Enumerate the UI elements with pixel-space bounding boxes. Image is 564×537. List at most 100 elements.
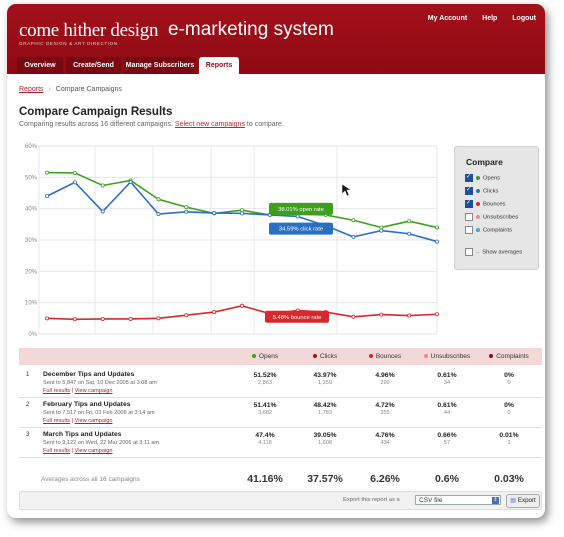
data-point-clicks — [407, 231, 412, 236]
complaints-col-dot-icon — [489, 354, 494, 359]
avg-opens: 41.16% — [247, 473, 283, 485]
compare-bounces[interactable]: Bounces — [465, 199, 506, 209]
y-tick-label: 20% — [25, 269, 38, 275]
table-row: 2 February Tips and Updates Sent to 7,51… — [19, 398, 542, 428]
bounces-count: 355 — [380, 410, 390, 416]
annotation-label: 38.01% open rate — [278, 207, 324, 213]
tab-manage-subscribers[interactable]: Manage Subscribers — [124, 57, 196, 74]
y-tick-label: 10% — [25, 301, 38, 307]
opens-checkbox[interactable] — [465, 173, 473, 182]
col-unsubscribes-label: Unsubscribes — [430, 353, 471, 360]
unsubscribes-col-dot-icon — [423, 354, 428, 359]
annotation-box — [269, 222, 333, 235]
unsubscribes-cell: 0.61% 34 — [417, 372, 477, 386]
brand-logo: come hither design — [19, 20, 159, 41]
data-point-bounces — [434, 312, 439, 317]
unsubscribes-checkbox[interactable] — [465, 213, 473, 221]
show-averages-checkbox[interactable] — [465, 248, 473, 256]
breadcrumb-separator: › — [48, 86, 51, 93]
complaints-pct: 0% — [504, 402, 514, 409]
data-point-bounces — [239, 303, 244, 308]
complaints-dot-icon — [476, 228, 480, 232]
unsubscribes-cell: 0.61% 44 — [417, 402, 477, 416]
clicks-col-dot-icon — [312, 354, 317, 359]
opens-col-dot-icon — [251, 354, 256, 359]
export-button[interactable]: ▤ Export — [506, 494, 540, 508]
campaign-sent-info: Sent to 5,847 on Sat, 10 Dec 2005 at 3:0… — [43, 380, 157, 386]
compare-opens[interactable]: Opens — [465, 173, 500, 183]
data-point-clicks — [351, 234, 356, 239]
data-point-opens — [351, 218, 356, 223]
compare-clicks[interactable]: Clicks — [465, 186, 498, 196]
select-campaigns-link[interactable]: Select new campaigns — [174, 121, 245, 128]
data-point-clicks — [434, 239, 439, 244]
col-clicks-label: Clicks — [319, 353, 338, 360]
avg-clicks: 37.57% — [307, 473, 343, 485]
full-results-link[interactable]: Full results — [43, 418, 71, 424]
bounces-pct: 4.72% — [375, 402, 395, 409]
campaign-sent-info: Sent to 7,517 on Fri, 03 Feb 2006 at 3:1… — [43, 410, 155, 416]
show-averages-toggle[interactable]: – Show averages — [465, 248, 522, 257]
select-arrows-icon: ⇕ — [492, 497, 499, 504]
y-tick-label: 50% — [25, 175, 38, 181]
breadcrumb-reports-link[interactable]: Reports — [19, 86, 44, 93]
bounces-cell: 4.76% 434 — [355, 432, 415, 446]
campaign-sent-info: Sent to 9,122 on Wed, 22 Mar 2006 at 3:1… — [43, 440, 160, 446]
clicks-count: 1,259 — [318, 380, 332, 386]
tab-reports[interactable]: Reports — [199, 57, 239, 74]
clicks-checkbox[interactable] — [465, 186, 473, 195]
unsubscribes-cell: 0.66% 57 — [417, 432, 477, 446]
y-tick-label: 40% — [25, 207, 38, 213]
clicks-cell: 43.97% 1,259 — [295, 372, 355, 386]
averages-row: Averages across all 16 campaigns 41.16% … — [19, 471, 542, 489]
series-line-bounces — [46, 304, 438, 321]
compare-unsubscribes[interactable]: Unsubscribes — [465, 213, 518, 222]
y-tick-label: 30% — [25, 238, 38, 244]
campaign-links: Full results | View campaign — [43, 388, 113, 394]
data-point-clicks — [128, 180, 133, 185]
view-campaign-link[interactable]: View campaign — [74, 388, 113, 394]
subtitle-suffix: to compare. — [246, 121, 284, 128]
compare-title: Compare — [466, 157, 503, 167]
logout-link[interactable]: Logout — [512, 15, 536, 22]
view-campaign-link[interactable]: View campaign — [74, 448, 113, 454]
opens-count: 2,863 — [258, 380, 272, 386]
export-format-select[interactable]: CSV file ⇕ — [415, 495, 501, 505]
opens-pct: 47.4% — [255, 432, 275, 439]
clicks-pct: 43.97% — [313, 372, 337, 379]
data-point-opens — [379, 225, 384, 230]
view-campaign-link[interactable]: View campaign — [74, 418, 113, 424]
export-format-value: CSV file — [419, 497, 443, 504]
help-link[interactable]: Help — [482, 15, 498, 22]
compare-complaints-label: Complaints — [483, 227, 512, 234]
data-point-bounces — [379, 312, 384, 317]
opens-dot-icon — [476, 176, 480, 180]
tab-overview[interactable]: Overview — [17, 57, 63, 74]
unsubscribes-pct: 0.61% — [437, 402, 457, 409]
full-results-link[interactable]: Full results — [43, 388, 71, 394]
full-results-link[interactable]: Full results — [43, 448, 71, 454]
chart-area: 60% 50% 40% 30% 20% 10% 0% 38.01% open rate 34.5… — [7, 138, 545, 338]
bounces-pct: 4.76% — [375, 432, 395, 439]
show-averages-label: Show averages — [482, 249, 523, 256]
opens-cell: 51.41% 3,682 — [235, 402, 295, 416]
col-clicks[interactable]: Clicks — [295, 348, 355, 365]
opens-cell: 51.52% 2,863 — [235, 372, 295, 386]
complaints-checkbox[interactable] — [465, 226, 473, 234]
data-point-opens — [239, 208, 244, 213]
complaints-cell: 0% 0 — [479, 372, 539, 386]
col-bounces[interactable]: Bounces — [355, 348, 415, 365]
col-unsubscribes[interactable]: Unsubscribes — [415, 348, 479, 365]
page-subtitle: Comparing results across 16 different ca… — [19, 121, 284, 128]
col-opens[interactable]: Opens — [235, 348, 295, 365]
bounces-checkbox[interactable] — [465, 199, 473, 208]
data-point-clicks — [156, 211, 161, 216]
tab-create-send[interactable]: Create/Send — [66, 57, 121, 74]
complaints-pct: 0% — [504, 372, 514, 379]
row-index: 2 — [26, 402, 30, 408]
col-complaints[interactable]: Complaints — [479, 348, 539, 365]
compare-panel: Compare Opens Clicks Bounces Unsubscribe… — [454, 146, 539, 270]
compare-complaints[interactable]: Complaints — [465, 226, 512, 235]
complaints-cell: 0.01% 1 — [479, 432, 539, 446]
my-account-link[interactable]: My Account — [427, 15, 468, 22]
